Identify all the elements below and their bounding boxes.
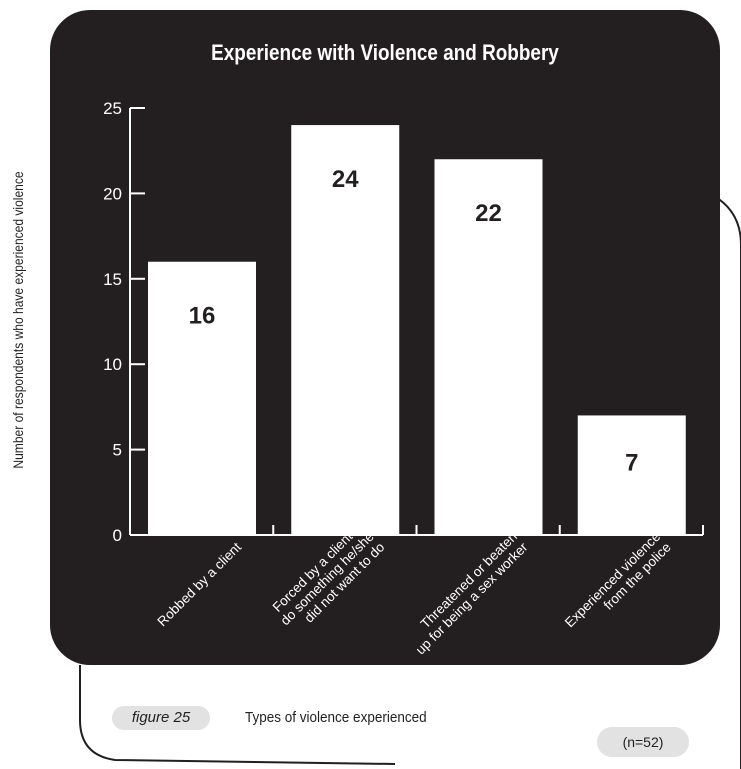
x-category-label: Robbed by a client <box>154 539 244 629</box>
bar-value-label: 22 <box>475 200 502 227</box>
x-category-label: Forced by a client todo something he/she… <box>267 518 388 638</box>
y-tick-label: 0 <box>113 526 122 545</box>
bar-value-label: 24 <box>332 166 359 193</box>
y-tick-label: 15 <box>103 270 122 289</box>
bar <box>291 125 400 535</box>
bar <box>434 159 543 536</box>
x-category-line: Experienced violence <box>562 529 663 630</box>
x-category-label: Threatened or beatenup for being a sex w… <box>402 529 531 658</box>
y-tick-label: 10 <box>103 355 122 374</box>
chart-title: Experience with Violence and Robbery <box>211 40 559 65</box>
sample-size-badge: (n=52) <box>597 727 689 757</box>
x-category-line: do something he/she <box>278 529 377 628</box>
bar-value-label: 16 <box>189 303 216 330</box>
x-category-text: Robbed by a client <box>154 539 244 629</box>
y-tick-label: 20 <box>103 184 122 203</box>
y-tick-label: 25 <box>103 99 122 118</box>
bar <box>148 261 256 535</box>
bar-value-label: 7 <box>625 449 638 476</box>
y-tick-label: 5 <box>113 441 122 460</box>
x-category-line: Threatened or beaten <box>418 529 520 631</box>
x-category-text: Forced by a client todo something he/she… <box>267 518 387 638</box>
bar <box>577 415 686 535</box>
figure-number-badge: figure 25 <box>112 706 210 730</box>
x-category-text: Experienced violencefrom the police <box>562 529 674 641</box>
x-category-text: Threatened or beatenup for being a sex w… <box>402 529 531 658</box>
x-category-line: up for being a sex worker <box>413 539 531 657</box>
x-category-label: Experienced violencefrom the police <box>562 529 674 641</box>
x-category-line: Robbed by a client <box>154 539 244 629</box>
figure-caption: Types of violence experienced <box>245 709 427 726</box>
